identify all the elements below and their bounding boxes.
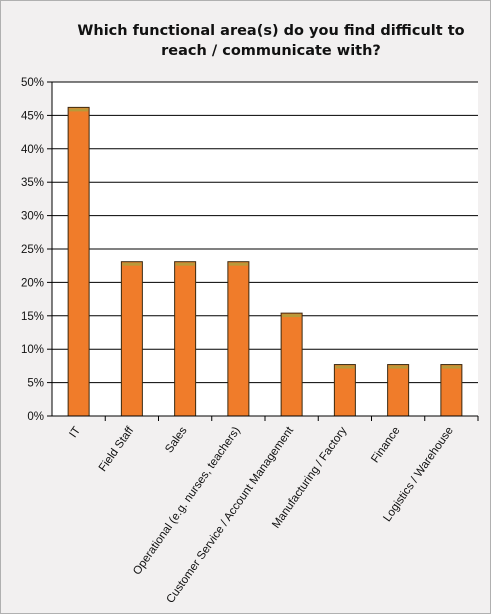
y-tick-label: 0% — [27, 411, 44, 423]
x-tick-label: Sales — [163, 425, 189, 456]
bar-top-band — [228, 262, 248, 266]
y-tick-label: 50% — [21, 77, 44, 89]
x-tick-label: Finance — [369, 425, 402, 465]
bar-top-band — [175, 262, 195, 266]
bar — [120, 261, 143, 417]
bar-top-band — [441, 365, 461, 369]
bar — [280, 312, 303, 417]
bar-top-band — [69, 108, 89, 112]
bar — [333, 364, 356, 417]
bar-top-band — [388, 365, 408, 369]
y-tick-label: 35% — [21, 177, 44, 189]
x-tick-label: IT — [67, 425, 83, 440]
x-tick-label: Field Staff — [97, 424, 137, 474]
chart-title: Which functional area(s) do you find dif… — [77, 23, 465, 59]
bar — [174, 261, 197, 417]
y-tick-label: 30% — [21, 211, 44, 223]
bar-top-band — [335, 365, 355, 369]
y-tick-label: 40% — [21, 144, 44, 156]
bar — [227, 261, 250, 417]
bar — [387, 364, 410, 417]
x-tick-label: Operational (e.g. nurses, teachers) — [131, 425, 243, 578]
y-tick-label: 45% — [21, 110, 44, 122]
y-tick-label: 15% — [21, 311, 44, 323]
bar — [440, 364, 463, 417]
y-tick-label: 10% — [21, 344, 44, 356]
bar — [67, 106, 90, 417]
y-tick-label: 20% — [21, 277, 44, 289]
bar-top-band — [282, 314, 302, 318]
bar-top-band — [122, 262, 142, 266]
y-tick-label: 25% — [21, 244, 44, 256]
y-tick-label: 5% — [27, 378, 44, 390]
